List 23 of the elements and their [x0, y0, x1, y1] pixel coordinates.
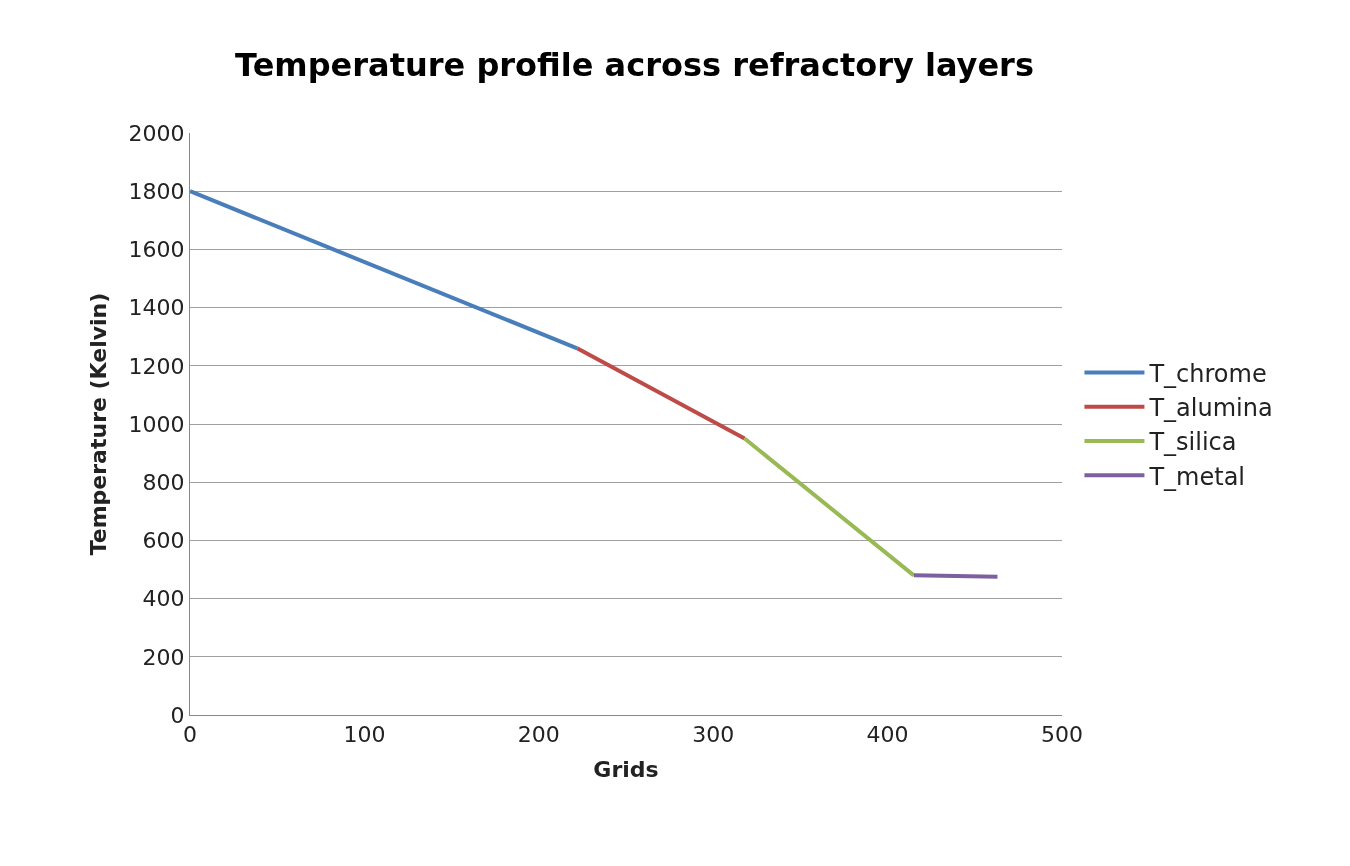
- x-tick-label: 100: [343, 722, 386, 748]
- y-tick-label: 1600: [128, 237, 185, 263]
- y-tick-label: 1800: [128, 178, 185, 204]
- chart-title: Temperature profile across refractory layers: [235, 46, 1034, 85]
- y-tick-label: 400: [142, 586, 185, 612]
- legend-label: T_silica: [1148, 428, 1237, 457]
- y-tick-label: 200: [142, 644, 185, 670]
- y-tick-label: 1400: [128, 295, 185, 321]
- legend-label: T_metal: [1148, 462, 1246, 491]
- y-tick-label: 600: [142, 528, 185, 554]
- y-tick-label: 1000: [128, 411, 185, 437]
- y-axis-title: Temperature (Kelvin): [86, 292, 112, 556]
- legend-label: T_alumina: [1148, 394, 1273, 423]
- x-tick-label: 200: [517, 722, 560, 748]
- y-tick-label: 2000: [128, 120, 185, 146]
- x-tick-label: 500: [1041, 722, 1083, 748]
- y-tick-label: 1200: [128, 353, 185, 379]
- y-tick-label: 800: [142, 469, 185, 495]
- legend-label: T_chrome: [1148, 359, 1267, 388]
- x-axis-title: Grids: [593, 757, 659, 783]
- y-tick-label: 0: [170, 702, 185, 728]
- x-tick-label: 300: [692, 722, 735, 748]
- x-tick-label: 400: [866, 722, 909, 748]
